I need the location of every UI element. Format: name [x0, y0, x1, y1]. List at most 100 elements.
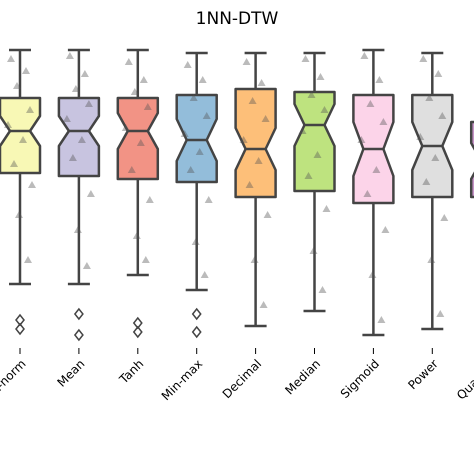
data-point	[298, 127, 307, 134]
data-point	[360, 52, 369, 59]
data-point	[320, 106, 329, 113]
outlier	[73, 328, 84, 342]
data-point	[257, 79, 266, 86]
data-point	[143, 103, 152, 110]
x-tick-label: Mean	[54, 357, 87, 390]
data-point	[186, 166, 195, 173]
data-point	[145, 196, 154, 203]
data-point	[263, 211, 272, 218]
data-point	[438, 112, 447, 119]
data-point	[195, 148, 204, 155]
data-point	[419, 55, 428, 62]
data-point	[427, 256, 436, 263]
data-point	[436, 310, 445, 317]
x-tick-label: Decimal	[220, 357, 265, 402]
data-point	[254, 157, 263, 164]
data-point	[245, 181, 254, 188]
data-point	[357, 136, 366, 143]
data-point	[434, 70, 443, 77]
data-point	[189, 94, 198, 101]
outlier	[15, 322, 25, 336]
data-point	[26, 106, 34, 113]
data-point	[204, 196, 213, 203]
data-point	[124, 58, 133, 65]
data-point	[127, 166, 136, 173]
data-point	[86, 190, 95, 197]
data-point	[261, 115, 270, 122]
data-point	[13, 82, 21, 89]
data-point	[15, 211, 23, 218]
data-point	[363, 190, 372, 197]
box	[175, 93, 218, 184]
data-point	[65, 52, 74, 59]
data-point	[139, 76, 148, 83]
data-point	[22, 67, 30, 74]
data-point	[82, 262, 91, 269]
box	[116, 96, 160, 181]
data-point	[73, 226, 82, 233]
data-point	[422, 178, 431, 185]
data-point	[80, 70, 89, 77]
data-point	[28, 181, 36, 188]
data-point	[141, 256, 150, 263]
data-point	[440, 214, 449, 221]
data-point	[84, 100, 93, 107]
outlier	[73, 307, 84, 321]
data-point	[259, 301, 268, 308]
data-point	[136, 139, 145, 146]
outlier	[191, 307, 202, 321]
box	[57, 96, 101, 178]
data-point	[239, 136, 248, 143]
box	[234, 87, 277, 199]
data-point	[200, 271, 209, 278]
data-point	[416, 133, 425, 140]
data-point	[62, 115, 71, 122]
x-tick-label: Median	[282, 357, 323, 398]
data-point	[375, 76, 384, 83]
data-point	[183, 61, 192, 68]
data-point	[381, 226, 390, 233]
data-point	[250, 256, 259, 263]
data-point	[307, 91, 316, 98]
data-point	[68, 154, 77, 161]
data-point	[425, 94, 434, 101]
data-point	[7, 55, 15, 62]
data-point	[198, 76, 207, 83]
data-point	[242, 58, 251, 65]
data-point	[19, 136, 27, 143]
data-point	[322, 205, 331, 212]
data-point	[180, 130, 189, 137]
x-tick-label: Min-max	[159, 357, 206, 404]
x-tick-label: Sigmoid	[338, 357, 382, 401]
box	[293, 90, 336, 193]
data-point	[71, 85, 80, 92]
chart-title: 1NN-DTW	[196, 9, 279, 29]
data-point	[377, 316, 386, 323]
data-point	[309, 247, 318, 254]
data-point	[379, 118, 388, 125]
box	[0, 96, 42, 175]
box	[469, 120, 474, 199]
data-point	[4, 121, 12, 128]
data-point	[316, 73, 325, 80]
data-point	[366, 100, 375, 107]
data-point	[132, 232, 141, 239]
data-point	[121, 124, 130, 131]
data-point	[304, 172, 313, 179]
data-point	[24, 256, 32, 263]
outlier	[191, 325, 202, 339]
x-tick-label: Z-norm	[0, 357, 29, 398]
data-point	[318, 286, 327, 293]
data-point	[372, 166, 381, 173]
x-tick-label: Power	[405, 357, 441, 393]
data-point	[130, 88, 139, 95]
data-point	[191, 238, 200, 245]
x-tick-label: Tanh	[116, 357, 146, 387]
data-point	[202, 112, 211, 119]
data-point	[248, 97, 257, 104]
data-point	[313, 151, 322, 158]
data-point	[368, 271, 377, 278]
x-tick-label: Quantile	[454, 357, 474, 403]
data-point	[77, 136, 86, 143]
